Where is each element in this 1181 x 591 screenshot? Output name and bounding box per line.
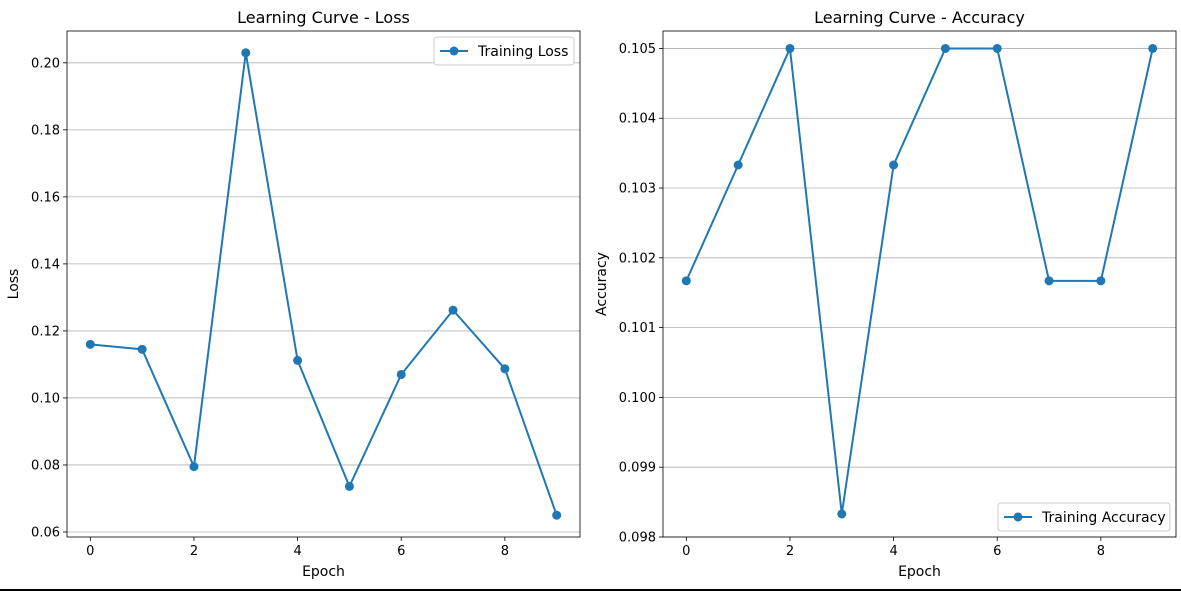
- x-tick-label: 8: [501, 544, 509, 559]
- chart-panel-accuracy: 0.098 0.099 0.100 0.101 0.102 0.103 0.104 0.105…: [594, 8, 1177, 580]
- legend: Training Accuracy: [997, 502, 1171, 532]
- y-tick-label: 0.12: [31, 324, 60, 339]
- x-tick-label: 4: [889, 544, 897, 559]
- series-line: [685, 44, 1154, 515]
- data-point: [500, 364, 510, 374]
- x-tick-label: 2: [786, 544, 794, 559]
- data-point: [293, 355, 303, 365]
- x-tick-label: 6: [397, 544, 405, 559]
- chart-panel-loss: 0.06 0.08 0.10 0.12 0.14 0.16 0.18 0.20 0 2 4 6 8 Lea…: [6, 8, 581, 580]
- series-line: [90, 52, 558, 516]
- x-tick-label: 6: [993, 544, 1001, 559]
- x-axis-label: Epoch: [898, 564, 941, 580]
- data-point: [344, 481, 354, 491]
- legend-marker: [1013, 512, 1023, 522]
- x-tick-label: 4: [293, 544, 301, 559]
- legend-box: [433, 36, 575, 66]
- data-point: [241, 48, 251, 58]
- data-point: [1044, 276, 1054, 286]
- legend-box: [997, 502, 1171, 532]
- data-point: [940, 43, 950, 53]
- legend: Training Loss: [433, 36, 575, 66]
- y-axis-label: Loss: [6, 269, 22, 300]
- x-tick-label: 0: [682, 544, 690, 559]
- y-tick-label: 0.16: [31, 190, 60, 205]
- axes-frame: [66, 30, 581, 538]
- y-tick-label: 0.098: [619, 531, 656, 546]
- y-tick-label: 0.100: [619, 391, 656, 406]
- legend-label: Training Accuracy: [1041, 510, 1166, 526]
- x-tick-label: 0: [86, 544, 94, 559]
- y-tick-label: 0.06: [31, 525, 60, 540]
- y-tick-label: 0.104: [619, 112, 656, 127]
- data-point: [1096, 276, 1106, 286]
- bottom-border: [0, 589, 1181, 591]
- data-point: [85, 339, 95, 349]
- legend-marker: [449, 46, 459, 56]
- y-axis-label: Accuracy: [594, 252, 610, 316]
- data-point: [785, 43, 795, 53]
- data-point: [137, 344, 147, 354]
- x-tick-label: 2: [190, 544, 198, 559]
- legend-label: Training Loss: [477, 44, 568, 60]
- y-tick-label: 0.103: [619, 182, 656, 197]
- chart-title: Learning Curve - Loss: [237, 8, 410, 27]
- data-point: [448, 305, 458, 315]
- data-point: [396, 369, 406, 379]
- axes-frame: [662, 30, 1177, 538]
- data-point: [733, 160, 743, 170]
- y-tick-label: 0.10: [31, 391, 60, 406]
- data-point: [992, 43, 1002, 53]
- x-tick-label: 8: [1097, 544, 1105, 559]
- y-tick-label: 0.101: [619, 321, 656, 336]
- y-tick-label: 0.18: [31, 123, 60, 138]
- y-tick-label: 0.20: [31, 56, 60, 71]
- y-tick-label: 0.14: [31, 257, 60, 272]
- data-point: [837, 509, 847, 519]
- y-tick-label: 0.102: [619, 251, 656, 266]
- data-point: [1148, 43, 1158, 53]
- chart-title: Learning Curve - Accuracy: [814, 8, 1025, 27]
- data-point: [681, 276, 691, 286]
- x-axis-label: Epoch: [302, 564, 345, 580]
- data-point: [189, 462, 199, 472]
- y-tick-label: 0.105: [619, 42, 656, 57]
- y-tick-label: 0.099: [619, 461, 656, 476]
- data-point: [552, 510, 562, 520]
- y-tick-label: 0.08: [31, 458, 60, 473]
- data-point: [889, 160, 899, 170]
